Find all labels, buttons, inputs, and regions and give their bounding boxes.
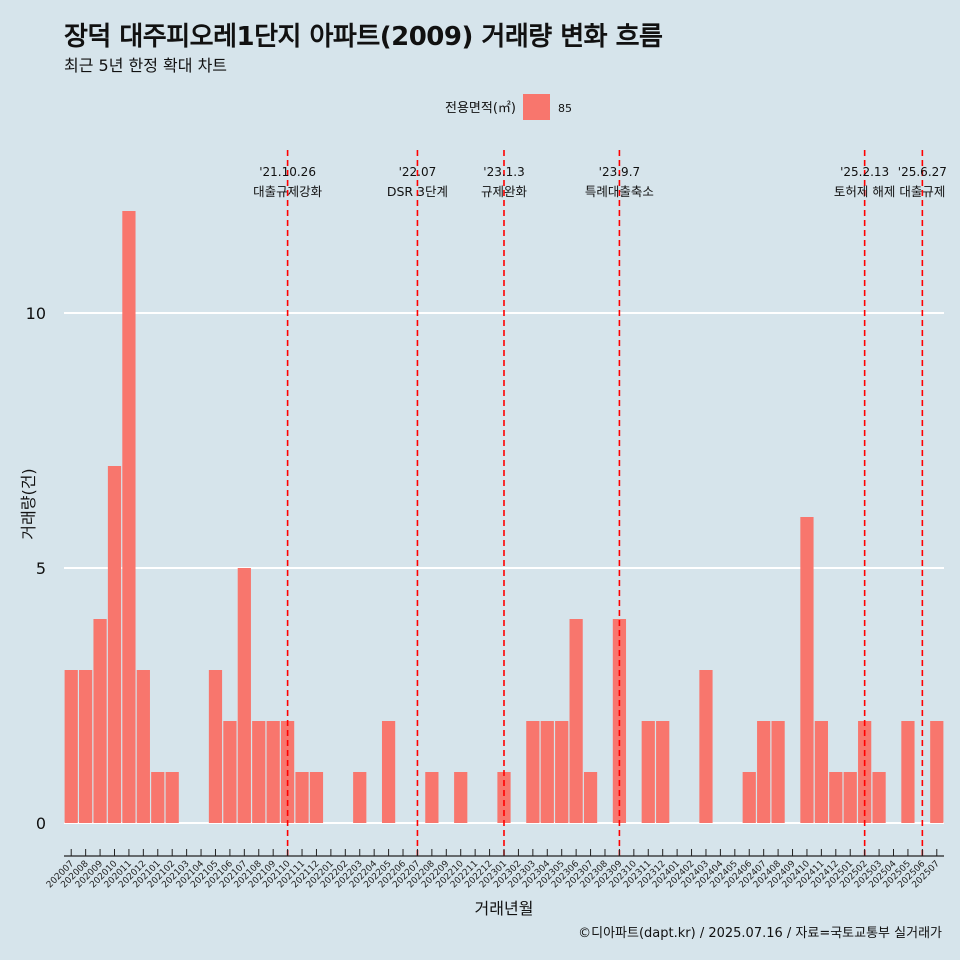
event-name-label: 규제완화	[481, 184, 528, 199]
source-caption: ©디아파트(dapt.kr) / 2025.07.16 / 자료=국토교통부 실…	[578, 926, 942, 941]
bar	[569, 619, 583, 823]
bar	[295, 772, 309, 823]
legend-item-label: 85	[558, 102, 572, 115]
bar	[136, 670, 150, 823]
bar	[656, 721, 670, 823]
event-name-label: 특례대출축소	[585, 184, 654, 199]
bar	[872, 772, 886, 823]
bar	[165, 772, 179, 823]
bar	[381, 721, 396, 823]
bar	[223, 721, 237, 823]
event-date-label: '23.9.7	[599, 165, 640, 179]
bar	[93, 619, 107, 823]
bar	[208, 670, 223, 823]
event-date-label: '22.07	[399, 165, 437, 179]
bar	[901, 721, 915, 823]
bar	[252, 721, 266, 823]
bar	[555, 721, 569, 823]
bar	[771, 721, 785, 823]
chart-subtitle: 최근 5년 한정 확대 차트	[64, 56, 228, 75]
bar	[454, 772, 468, 823]
bar	[526, 721, 540, 823]
bar	[641, 721, 655, 823]
bar	[122, 211, 136, 823]
bar	[829, 772, 843, 823]
bar	[309, 772, 324, 823]
event-date-label: '25.6.27	[898, 165, 947, 179]
bar	[151, 772, 165, 823]
bar	[497, 772, 511, 823]
event-date-label: '25.2.13	[840, 165, 889, 179]
bar	[64, 670, 78, 823]
bar	[237, 568, 251, 823]
y-axis-title: 거래량(건)	[19, 468, 38, 539]
bar	[266, 721, 280, 823]
event-name-label: 대출규제	[899, 184, 945, 199]
x-axis-title: 거래년월	[475, 899, 534, 918]
bar	[800, 517, 814, 823]
event-name-label: 대출규제강화	[253, 184, 323, 199]
y-tick-label: 5	[36, 559, 46, 578]
bar	[583, 772, 598, 823]
legend-swatch	[523, 94, 550, 120]
bar	[757, 721, 771, 823]
bar	[699, 670, 713, 823]
bar	[742, 772, 756, 823]
bar	[540, 721, 554, 823]
y-tick-label: 10	[26, 304, 46, 323]
event-date-label: '21.10.26	[259, 165, 316, 179]
event-name-label: DSR 3단계	[387, 184, 448, 199]
bar	[79, 670, 93, 823]
bar	[107, 466, 122, 823]
event-name-label: 토허제 해제	[834, 184, 895, 199]
bar	[843, 772, 857, 823]
bar	[353, 772, 367, 823]
bar	[814, 721, 828, 823]
y-tick-label: 0	[36, 814, 46, 833]
bar	[425, 772, 439, 823]
legend-title: 전용면적(㎡)	[445, 101, 516, 116]
event-date-label: '23.1.3	[483, 165, 524, 179]
bar	[930, 721, 944, 823]
chart-title: 장덕 대주피오레1단지 아파트(2009) 거래량 변화 흐름	[64, 22, 663, 52]
